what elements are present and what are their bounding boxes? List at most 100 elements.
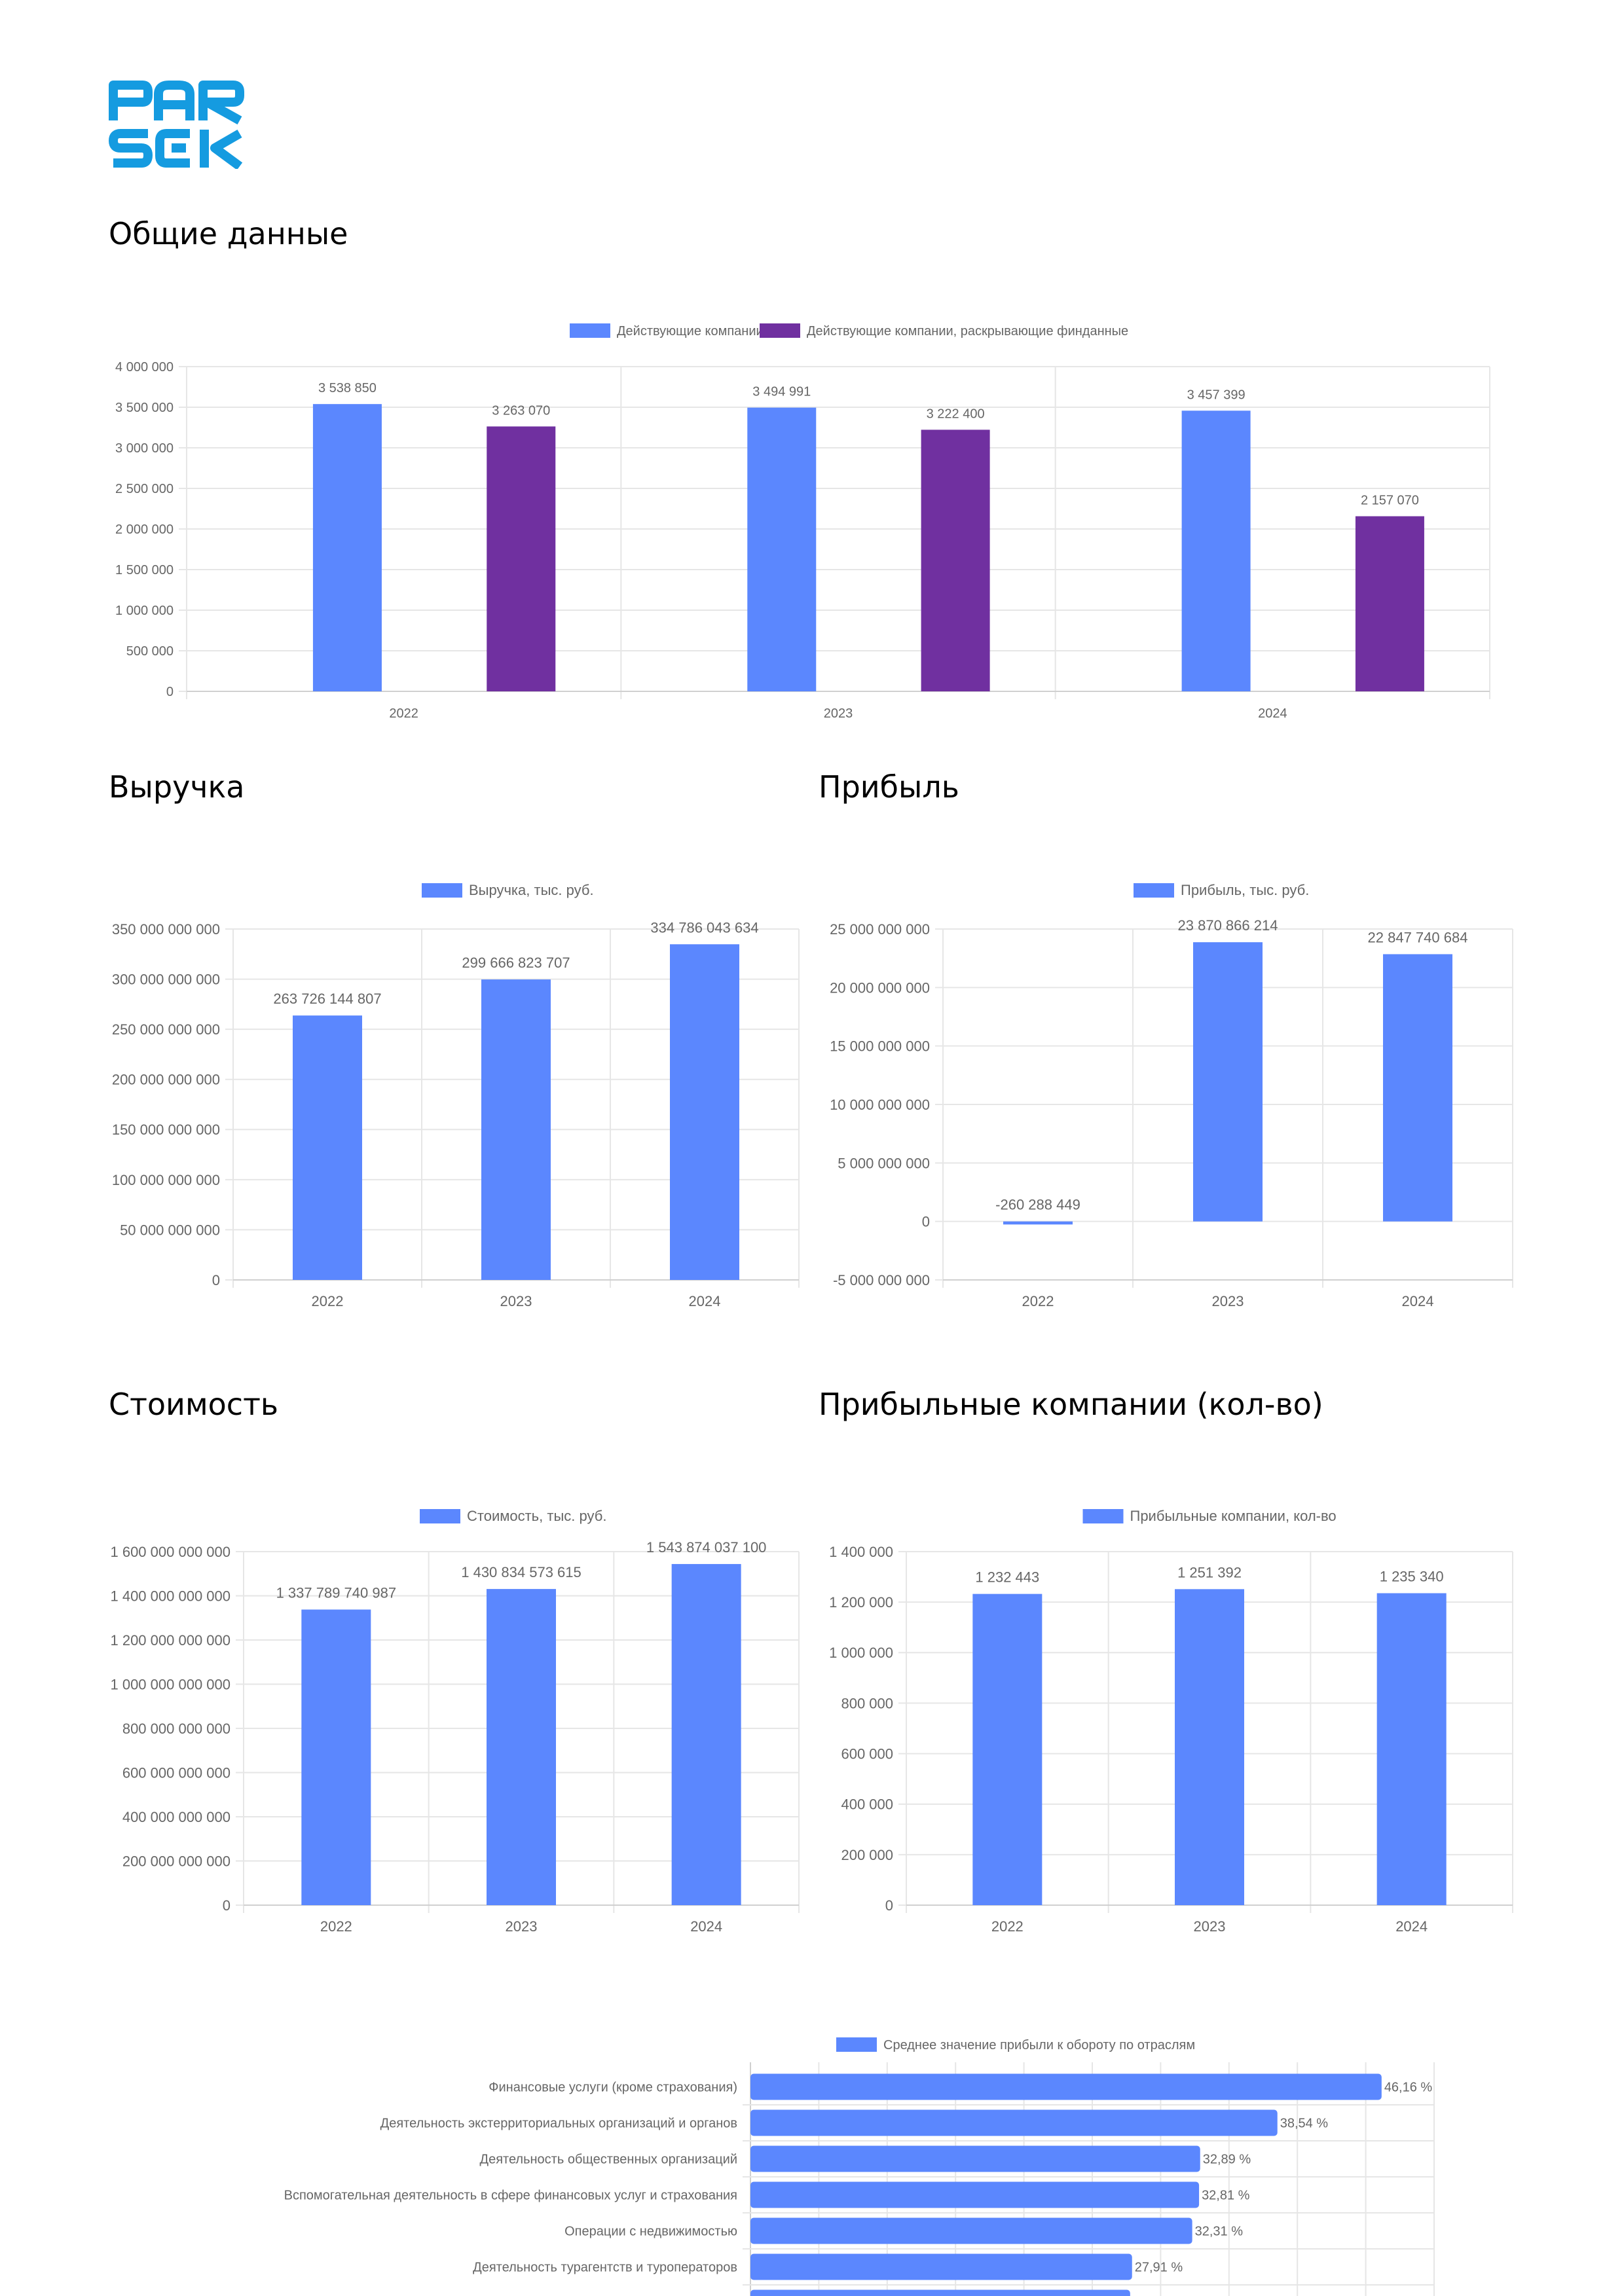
y-tick-label: -5 000 000 000	[833, 1272, 930, 1288]
legend-label[interactable]: Действующие компании, раскрывающие финда…	[807, 324, 1128, 338]
y-tick-label: 0	[166, 685, 174, 699]
y-tick-label: 0	[223, 1897, 231, 1914]
bar[interactable]	[293, 1015, 362, 1280]
bar[interactable]	[750, 2217, 1192, 2244]
data-label: 38,54 %	[1280, 2117, 1329, 2131]
bar[interactable]	[750, 2253, 1132, 2280]
data-label: 32,89 %	[1203, 2153, 1251, 2167]
x-tick-label: 2022	[991, 1918, 1024, 1935]
y-tick-label: 15 000 000 000	[830, 1038, 930, 1055]
data-label: 3 457 399	[1187, 388, 1246, 402]
y-tick-label: 500 000	[126, 644, 174, 659]
data-label: 32,31 %	[1195, 2225, 1244, 2239]
data-label: 263 726 144 807	[273, 991, 381, 1007]
y-tick-label: 10 000 000 000	[830, 1097, 930, 1113]
y-tick-label: 1 500 000	[115, 563, 174, 577]
category-label: Деятельность общественных организаций	[480, 2153, 737, 2167]
y-tick-label: 1 600 000 000 000	[110, 1544, 231, 1560]
y-tick-label: 3 500 000	[115, 401, 174, 415]
legend-label[interactable]: Стоимость, тыс. руб.	[467, 1508, 606, 1524]
y-tick-label: 250 000 000 000	[112, 1021, 220, 1038]
y-tick-label: 200 000 000 000	[122, 1853, 231, 1869]
y-tick-label: 4 000 000	[115, 360, 174, 374]
y-tick-label: 0	[885, 1897, 893, 1914]
bar[interactable]	[670, 944, 739, 1280]
y-tick-label: 1 000 000	[829, 1645, 893, 1661]
y-tick-label: 400 000 000 000	[122, 1809, 231, 1825]
bar[interactable]	[750, 2289, 1130, 2296]
x-tick-label: 2022	[312, 1293, 344, 1309]
section-title-profitable: Прибыльные компании (кол-во)	[819, 1387, 1323, 1422]
chart-cost: Стоимость, тыс. руб. 0 200 000 000 000 400 …	[110, 1508, 800, 1935]
legend-swatch[interactable]	[836, 2037, 877, 2052]
data-label: 23 870 866 214	[1178, 917, 1278, 934]
data-label: 3 538 850	[318, 381, 377, 395]
bar[interactable]	[671, 1563, 741, 1905]
section-title-general: Общие данные	[109, 216, 348, 251]
y-tick-label: 100 000 000 000	[112, 1172, 220, 1188]
data-label: 299 666 823 707	[462, 955, 570, 971]
bar[interactable]	[1376, 1593, 1447, 1905]
bar[interactable]	[1003, 1221, 1073, 1225]
data-label: 3 494 991	[752, 385, 811, 399]
bar[interactable]	[972, 1594, 1043, 1905]
bar[interactable]	[487, 1589, 556, 1905]
legend-label[interactable]: Прибыльные компании, кол-во	[1130, 1508, 1337, 1524]
legend-label[interactable]: Среднее значение прибыли к обороту по от…	[883, 2038, 1195, 2052]
x-tick-label: 2023	[1194, 1918, 1226, 1935]
legend-label[interactable]: Выручка, тыс. руб.	[469, 882, 594, 898]
y-tick-label: 600 000	[841, 1745, 893, 1762]
y-tick-label: 50 000 000 000	[120, 1222, 220, 1238]
data-label: 1 543 874 037 100	[646, 1539, 767, 1556]
bar[interactable]	[312, 404, 382, 691]
x-tick-label: 2022	[1022, 1293, 1054, 1309]
x-tick-label: 2023	[824, 706, 853, 721]
chart-profitable: Прибыльные компании, кол-во 0 200 000 400 0…	[829, 1508, 1513, 1935]
y-tick-label: 2 000 000	[115, 522, 174, 537]
bar[interactable]	[921, 429, 990, 691]
legend-label[interactable]: Прибыль, тыс. руб.	[1181, 882, 1309, 898]
y-tick-label: 0	[212, 1272, 220, 1288]
y-tick-label: 800 000	[841, 1695, 893, 1711]
legend-swatch[interactable]	[760, 323, 800, 338]
bar[interactable]	[1181, 410, 1251, 691]
legend-swatch[interactable]	[422, 883, 462, 898]
y-tick-label: 25 000 000 000	[830, 921, 930, 938]
bar[interactable]	[1383, 954, 1452, 1222]
legend-swatch[interactable]	[570, 323, 610, 338]
bar[interactable]	[301, 1609, 371, 1905]
y-tick-label: 1 400 000 000 000	[110, 1588, 231, 1604]
chart-industries: Среднее значение прибыли к обороту по от…	[284, 2037, 1435, 2296]
legend-swatch[interactable]	[1134, 883, 1174, 898]
bar[interactable]	[487, 426, 556, 691]
x-tick-label: 2023	[500, 1293, 532, 1309]
data-label: 1 337 789 740 987	[276, 1584, 397, 1601]
bar[interactable]	[1175, 1589, 1244, 1905]
bar[interactable]	[750, 2181, 1200, 2208]
data-label: 46,16 %	[1384, 2081, 1433, 2095]
data-label: 3 222 400	[927, 407, 985, 421]
legend-swatch[interactable]	[420, 1509, 460, 1523]
bar[interactable]	[750, 2073, 1382, 2100]
bar[interactable]	[750, 2145, 1200, 2172]
x-tick-label: 2023	[1212, 1293, 1244, 1309]
data-label: 1 235 340	[1380, 1569, 1444, 1585]
data-label: 27,91 %	[1135, 2261, 1183, 2275]
y-tick-label: 300 000 000 000	[112, 971, 220, 987]
legend-label[interactable]: Действующие компании	[617, 324, 764, 338]
x-tick-label: 2022	[389, 706, 418, 721]
y-tick-label: 600 000 000 000	[122, 1764, 231, 1781]
bar[interactable]	[750, 2109, 1278, 2136]
x-tick-label: 2024	[1402, 1293, 1434, 1309]
category-label: Деятельность экстерриториальных организа…	[380, 2117, 737, 2131]
legend-swatch[interactable]	[1082, 1509, 1124, 1523]
bar[interactable]	[1193, 942, 1263, 1222]
chart-profit: Прибыль, тыс. руб. -5 000 000 000 0 5 000 0…	[830, 882, 1513, 1309]
y-tick-label: 1 200 000 000 000	[110, 1632, 231, 1649]
bar[interactable]	[481, 979, 551, 1280]
bar[interactable]	[747, 407, 817, 691]
data-label: 1 430 834 573 615	[461, 1564, 581, 1580]
bar[interactable]	[1355, 516, 1424, 691]
y-tick-label: 200 000 000 000	[112, 1072, 220, 1088]
category-label: Деятельность турагентств и туроператоров	[473, 2261, 737, 2275]
